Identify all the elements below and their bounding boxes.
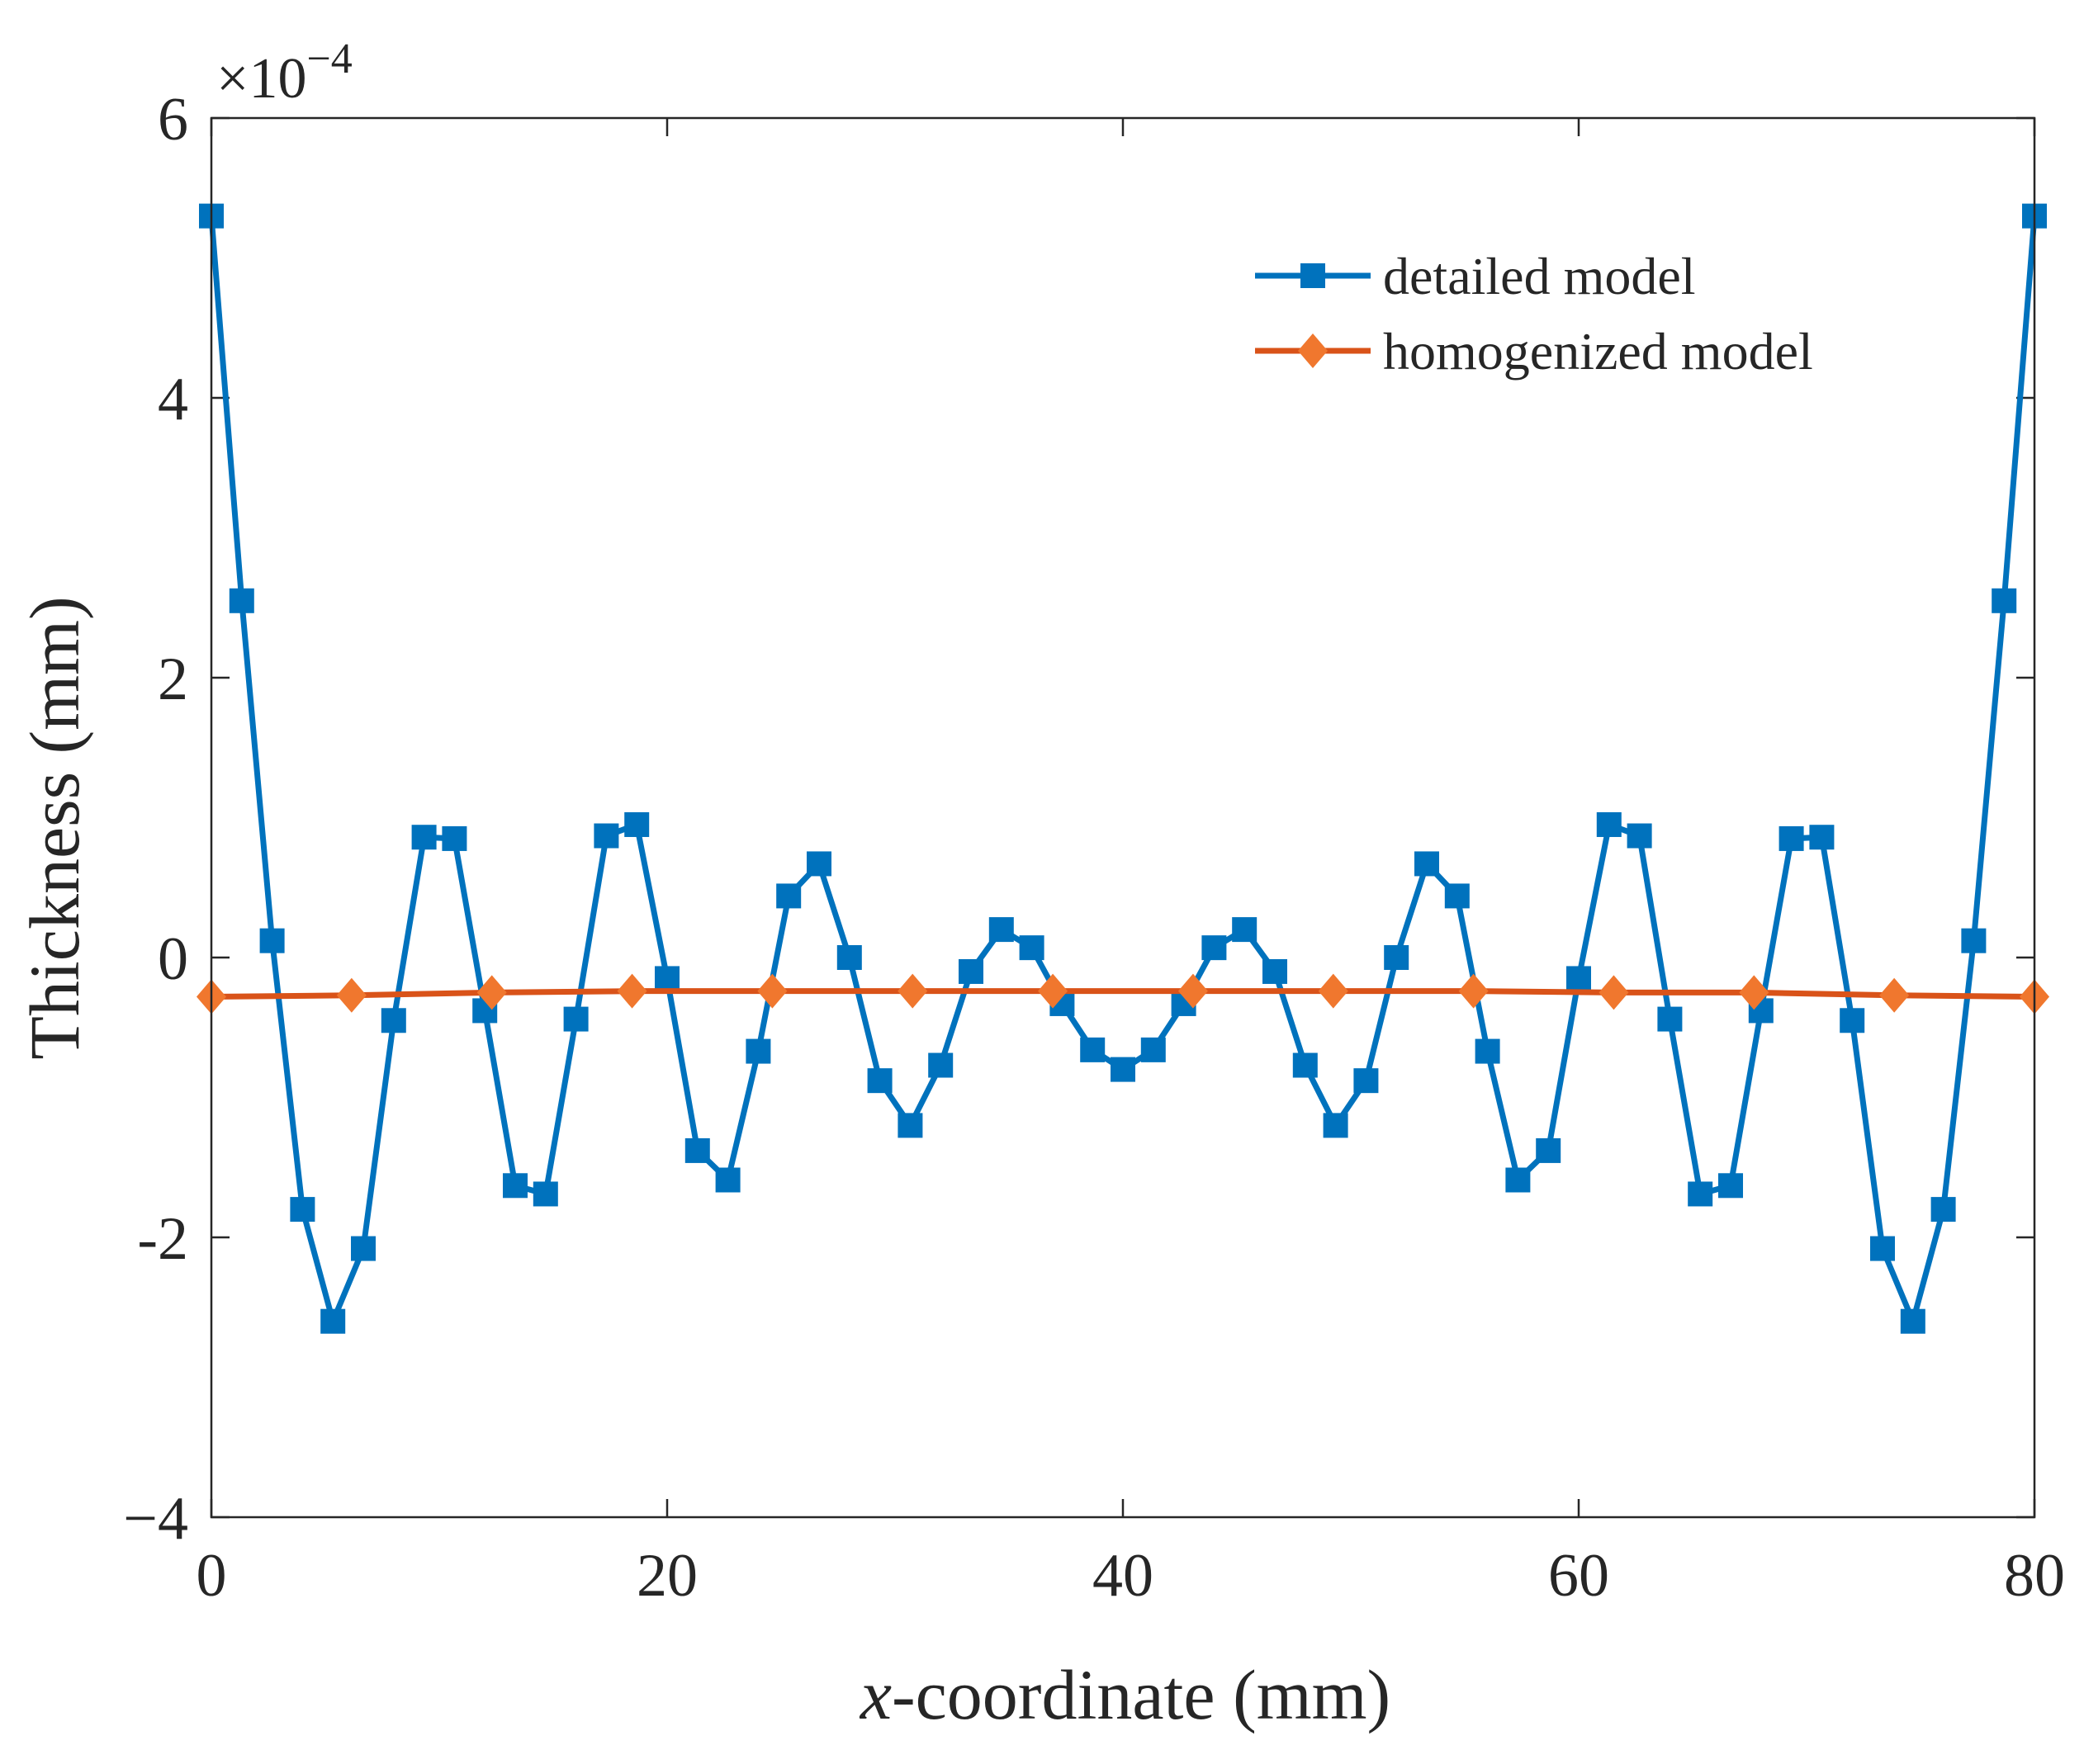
series-0-point-19 xyxy=(776,883,802,909)
y-tick-label-6: 6 xyxy=(158,86,188,154)
series-1-point-4 xyxy=(757,973,788,1009)
series-0-point-42 xyxy=(1475,1038,1500,1064)
series-1-point-9 xyxy=(1458,973,1489,1009)
series-0-point-29 xyxy=(1080,1037,1106,1062)
series-1-point-8 xyxy=(1318,973,1348,1009)
series-0-point-16 xyxy=(684,1137,710,1163)
series-0-point-33 xyxy=(1201,935,1227,961)
axis-tick-labels: 0 20 40 60 80 −4 -2 0 2 4 6 xyxy=(123,86,2065,1610)
series-0-point-36 xyxy=(1292,1052,1318,1078)
exponent-power: −4 xyxy=(306,35,352,83)
series-1-point-5 xyxy=(898,973,928,1009)
series-0-point-4 xyxy=(320,1308,346,1334)
series-0-point-23 xyxy=(898,1113,923,1138)
series-0-point-35 xyxy=(1262,958,1288,984)
series-1 xyxy=(197,973,2049,1014)
series-0-point-56 xyxy=(1900,1308,1925,1334)
series-0-point-45 xyxy=(1566,966,1591,991)
legend: detailed model homogenized model xyxy=(1255,247,1813,381)
series-0-point-44 xyxy=(1536,1137,1561,1163)
series-0-point-6 xyxy=(381,1008,406,1033)
series-0-point-30 xyxy=(1111,1057,1135,1082)
x-axis-label-italic: x xyxy=(859,1655,892,1734)
y-tick-label--2: -2 xyxy=(137,1205,188,1273)
series-0-point-53 xyxy=(1809,825,1835,850)
x-tick-label-20: 20 xyxy=(637,1542,698,1610)
series-0-point-11 xyxy=(533,1181,558,1207)
series-1-point-10 xyxy=(1599,975,1629,1010)
series-0-point-2 xyxy=(259,928,285,953)
series-0-point-47 xyxy=(1627,823,1652,849)
x-axis-label-rest: -coordinate (mm) xyxy=(892,1655,1390,1734)
series-0-point-52 xyxy=(1779,825,1804,851)
x-tick-label-60: 60 xyxy=(1548,1542,1609,1610)
x-tick-label-80: 80 xyxy=(2004,1542,2065,1610)
series-0-point-18 xyxy=(746,1038,771,1064)
legend-label-homogenized: homogenized model xyxy=(1383,322,1813,381)
series-0 xyxy=(199,203,2047,1334)
legend-marker-homogenized xyxy=(1298,333,1328,368)
series-0-point-25 xyxy=(958,958,983,984)
series-0-point-54 xyxy=(1840,1008,1865,1033)
series-0-point-27 xyxy=(1019,935,1044,961)
series-1-point-2 xyxy=(476,975,507,1010)
y-axis-exponent: ×10−4 xyxy=(216,35,353,111)
series-0-point-49 xyxy=(1688,1181,1713,1207)
series-0-point-26 xyxy=(988,917,1014,943)
series-0-point-22 xyxy=(867,1068,893,1094)
series-0-point-8 xyxy=(442,825,467,851)
series-0-point-59 xyxy=(1992,588,2017,613)
series-0-point-12 xyxy=(563,1006,589,1032)
series-0-point-50 xyxy=(1718,1173,1744,1199)
x-axis-label: x-coordinate (mm) xyxy=(859,1655,1390,1734)
y-axis-label: Thickness (mm) xyxy=(15,596,94,1059)
series-0-point-41 xyxy=(1444,883,1470,909)
legend-marker-detailed xyxy=(1300,263,1325,288)
y-tick-label-0: 0 xyxy=(158,925,188,993)
series-0-point-40 xyxy=(1414,851,1439,877)
y-tick-label-2: 2 xyxy=(158,646,188,713)
series-0-point-31 xyxy=(1140,1037,1166,1062)
series-0-point-34 xyxy=(1232,917,1258,943)
series-0-point-15 xyxy=(655,966,680,991)
y-tick-label--4: −4 xyxy=(123,1485,188,1553)
series-0-point-3 xyxy=(290,1197,315,1223)
series-0-point-39 xyxy=(1384,945,1409,970)
series-0-point-43 xyxy=(1505,1167,1531,1193)
series-1-point-3 xyxy=(617,973,647,1009)
exponent-prefix: ×10 xyxy=(216,47,306,111)
series-0-point-1 xyxy=(229,588,254,613)
series-0-point-10 xyxy=(502,1173,528,1199)
series-0-point-58 xyxy=(1961,928,1987,953)
series-0-point-5 xyxy=(351,1236,377,1261)
series-0-point-48 xyxy=(1657,1006,1683,1032)
series-0-point-20 xyxy=(807,851,832,877)
y-tick-label-4: 4 xyxy=(158,366,188,433)
series-0-point-17 xyxy=(715,1167,741,1193)
series-layer xyxy=(197,203,2049,1334)
series-0-point-14 xyxy=(624,811,650,837)
series-1-point-1 xyxy=(336,977,367,1013)
series-0-point-37 xyxy=(1323,1113,1348,1138)
series-0-point-24 xyxy=(928,1052,954,1078)
series-0-point-38 xyxy=(1353,1068,1379,1094)
x-tick-label-40: 40 xyxy=(1092,1542,1153,1610)
plot-area xyxy=(211,118,2034,1517)
legend-label-detailed: detailed model xyxy=(1383,247,1696,305)
series-0-point-57 xyxy=(1930,1197,1956,1223)
series-0-point-55 xyxy=(1869,1236,1895,1261)
series-1-point-12 xyxy=(1879,977,1910,1013)
x-tick-label-0: 0 xyxy=(197,1542,227,1610)
series-0-point-21 xyxy=(836,945,862,970)
series-line-1 xyxy=(211,988,2035,1000)
axes-box xyxy=(210,116,2036,1519)
series-1-point-6 xyxy=(1038,973,1068,1009)
series-0-point-7 xyxy=(411,825,437,850)
series-1-point-11 xyxy=(1739,975,1769,1010)
series-0-point-46 xyxy=(1596,811,1622,837)
series-1-point-7 xyxy=(1177,973,1208,1009)
series-0-point-13 xyxy=(594,823,619,849)
